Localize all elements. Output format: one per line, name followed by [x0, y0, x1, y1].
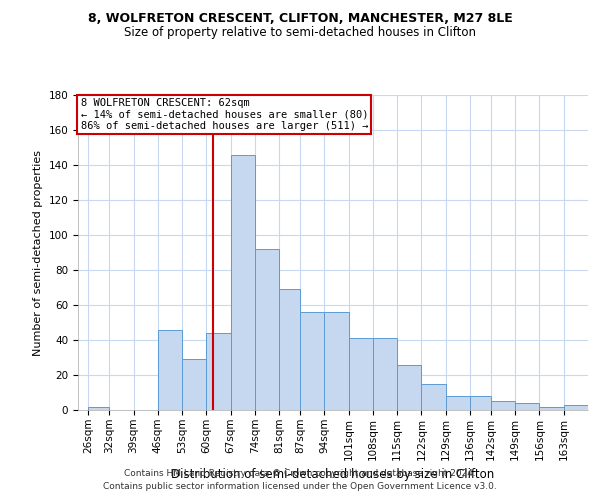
Bar	[470, 396, 491, 410]
Text: 8 WOLFRETON CRESCENT: 62sqm
← 14% of semi-detached houses are smaller (80)
86% o: 8 WOLFRETON CRESCENT: 62sqm ← 14% of sem…	[80, 98, 368, 132]
Bar	[300, 312, 325, 410]
Bar	[564, 405, 588, 410]
Text: Size of property relative to semi-detached houses in Clifton: Size of property relative to semi-detach…	[124, 26, 476, 39]
Bar	[539, 406, 564, 410]
Bar	[158, 330, 182, 410]
Bar	[373, 338, 397, 410]
Text: 8, WOLFRETON CRESCENT, CLIFTON, MANCHESTER, M27 8LE: 8, WOLFRETON CRESCENT, CLIFTON, MANCHEST…	[88, 12, 512, 26]
Text: Contains HM Land Registry data © Crown copyright and database right 2024.: Contains HM Land Registry data © Crown c…	[124, 468, 476, 477]
Y-axis label: Number of semi-detached properties: Number of semi-detached properties	[33, 150, 43, 356]
Text: Contains public sector information licensed under the Open Government Licence v3: Contains public sector information licen…	[103, 482, 497, 491]
Bar	[325, 312, 349, 410]
Bar	[255, 249, 279, 410]
Bar	[397, 364, 421, 410]
Bar	[279, 289, 300, 410]
Bar	[230, 154, 255, 410]
Bar	[421, 384, 446, 410]
X-axis label: Distribution of semi-detached houses by size in Clifton: Distribution of semi-detached houses by …	[172, 468, 494, 481]
Bar	[491, 401, 515, 410]
Bar	[206, 333, 230, 410]
Bar	[515, 403, 539, 410]
Bar	[182, 359, 206, 410]
Bar	[446, 396, 470, 410]
Bar	[349, 338, 373, 410]
Bar	[88, 406, 109, 410]
